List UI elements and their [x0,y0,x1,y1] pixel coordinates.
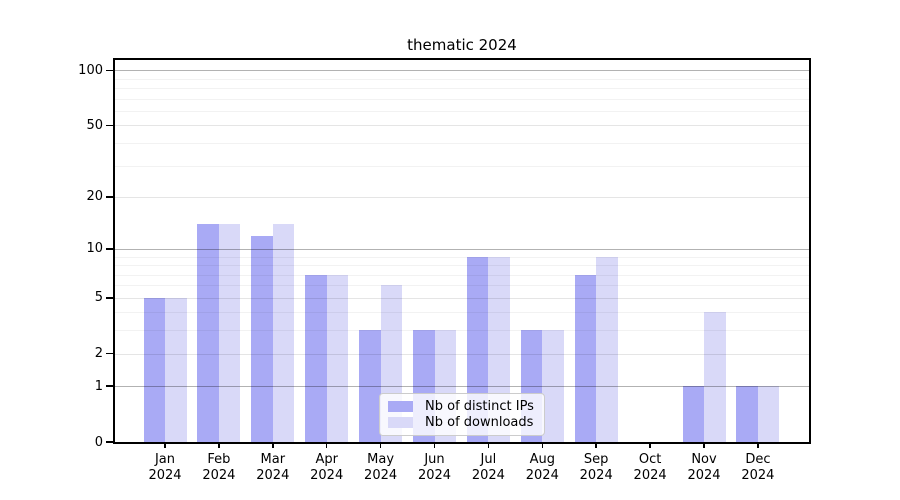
bar-distinct-ips [736,386,758,442]
gridline-y-1 [115,386,809,388]
gridline-y-40 [115,143,809,145]
x-axis-tick [272,442,274,448]
y-axis-tick-label: 1 [94,378,103,394]
bar-distinct-ips [305,274,327,442]
bar-downloads [165,297,187,442]
x-axis-tick-label: Dec 2024 [741,452,775,483]
legend: Nb of distinct IPs Nb of downloads [379,393,545,436]
bar-downloads [757,386,780,442]
bar-downloads [596,256,618,442]
y-axis-tick [106,441,113,443]
x-axis-tick [218,442,220,448]
bar-distinct-ips [197,223,219,442]
legend-item: Nb of downloads [388,415,536,430]
gridline-y-2 [115,353,809,355]
gridline-y-30 [115,165,809,167]
x-axis-tick [433,442,436,448]
bar-distinct-ips [143,297,165,442]
y-axis-tick [106,352,113,355]
x-axis-tick-label: Apr 2024 [310,452,344,483]
y-axis-tick [106,196,113,198]
gridline-y-60 [115,111,809,113]
y-axis-tick-label: 0 [94,434,103,450]
x-axis-tick-label: Feb 2024 [202,452,236,483]
gridline-y-3 [115,330,809,332]
x-axis-tick [595,442,597,448]
y-axis-tick [106,385,113,387]
bar-downloads [272,223,295,442]
y-axis-tick-label: 50 [86,117,103,133]
chart-title: thematic 2024 [407,36,517,54]
x-axis-tick-label: Oct 2024 [633,452,667,483]
x-axis-tick [757,442,759,448]
x-axis-tick-label: Aug 2024 [525,452,559,483]
gridline-y-5 [115,297,809,299]
y-axis-tick [106,124,113,127]
x-axis-tick [487,442,490,448]
y-axis-tick-label: 2 [94,346,103,362]
gridline-y-70 [115,98,809,100]
y-axis-tick-label: 20 [86,189,103,205]
gridline-y-10 [115,248,809,250]
x-axis-tick [325,442,328,448]
y-axis-tick-label: 5 [94,290,103,306]
x-axis-tick [164,442,166,448]
plot-area [113,58,811,444]
gridline-y-7 [115,274,809,276]
x-axis-tick [703,442,705,448]
gridline-y-4 [115,312,809,314]
y-axis-tick-label: 10 [86,241,103,257]
bar-downloads [704,312,726,442]
y-axis-tick [106,69,113,72]
legend-label: Nb of distinct IPs [425,399,534,415]
gridline-y-9 [115,256,809,258]
x-axis-tick [541,442,544,448]
gridline-y-20 [115,196,809,198]
bar-downloads [218,223,241,442]
x-axis-tick-label: Mar 2024 [256,452,290,483]
gridline-y-90 [115,78,809,80]
legend-swatch-downloads [388,416,413,428]
gridline-y-6 [115,285,809,287]
legend-item: Nb of distinct IPs [388,399,536,414]
x-axis-tick-label: Jun 2024 [417,452,452,483]
gridline-y-80 [115,88,809,90]
bar-distinct-ips [574,274,597,442]
gridline-y-8 [115,265,809,267]
x-axis-tick [379,442,382,448]
bar-distinct-ips [359,330,381,442]
x-axis-tick-label: Sep 2024 [579,452,613,483]
bar-distinct-ips [251,235,273,442]
y-axis-tick [106,248,113,250]
bar-downloads [542,330,564,442]
x-axis-tick-label: Nov 2024 [687,452,721,483]
x-axis-tick-label: May 2024 [364,452,398,483]
x-axis-tick-label: Jul 2024 [471,452,505,483]
gridline-y-100 [115,70,809,72]
x-axis-tick-label: Jan 2024 [148,452,182,483]
x-axis-tick [649,442,651,448]
legend-label: Nb of downloads [425,414,534,430]
legend-swatch-distinct-ips [388,401,413,413]
bar-downloads [326,274,349,442]
gridline-y-50 [115,125,809,127]
y-axis-tick [106,296,113,299]
bar-distinct-ips [682,386,704,442]
y-axis-tick-label: 100 [78,62,103,78]
